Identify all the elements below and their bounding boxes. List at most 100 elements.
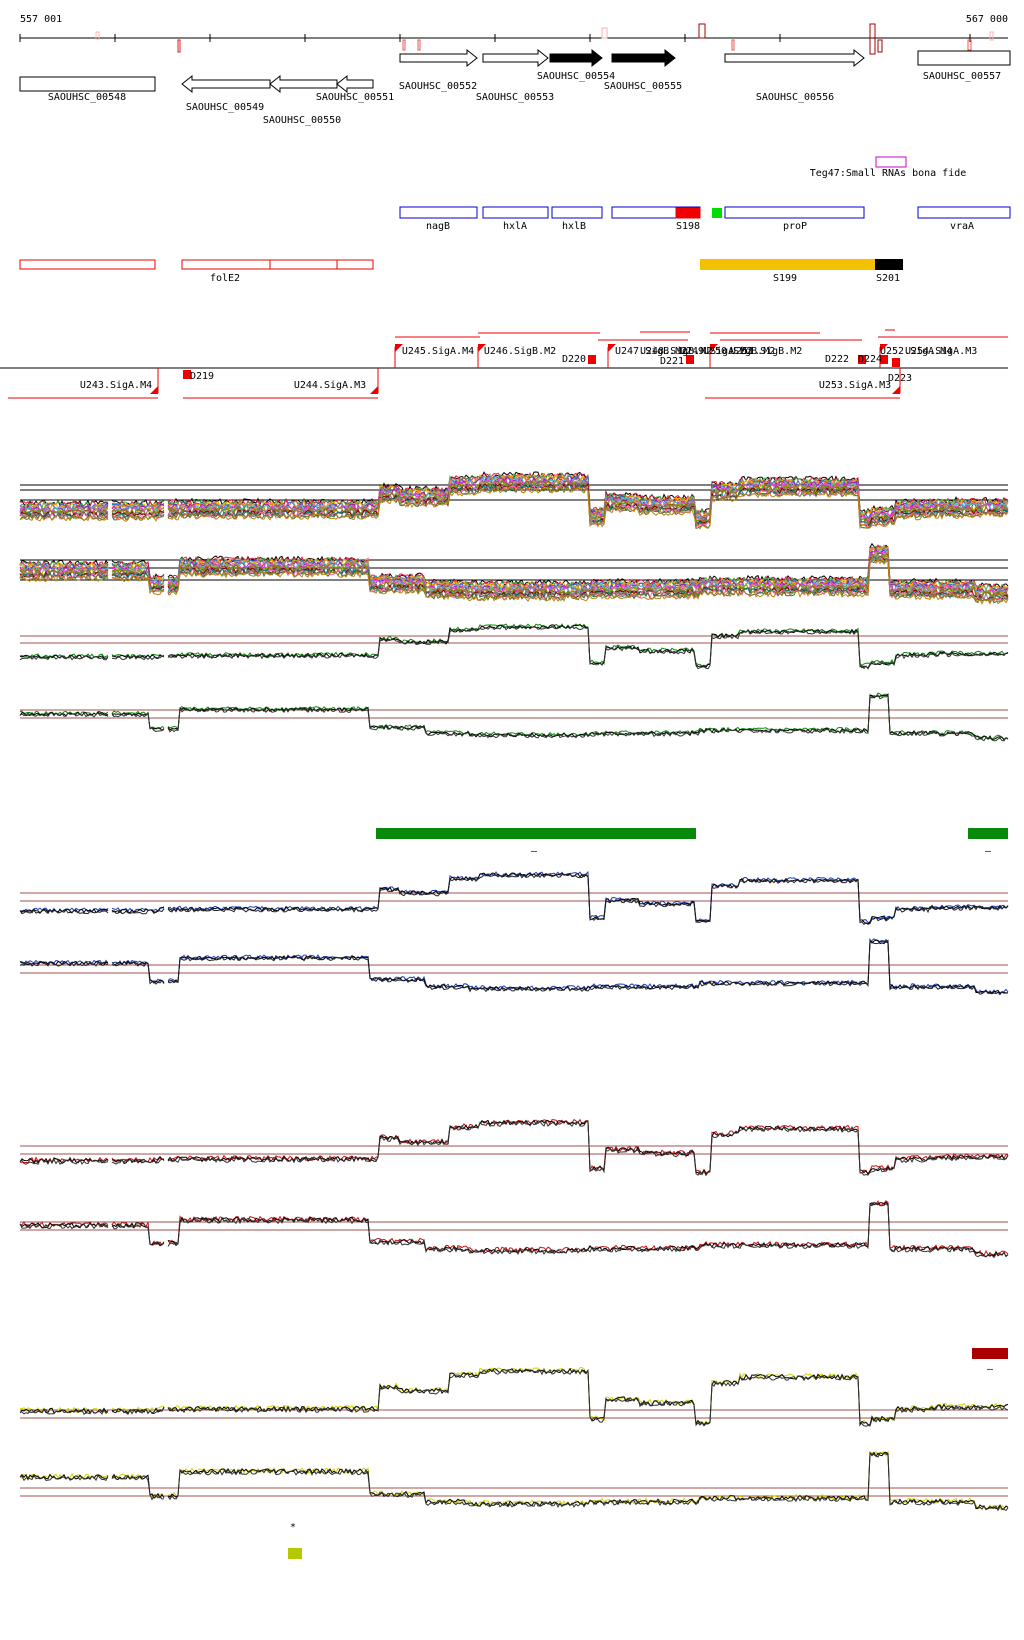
yellow-track-2-profile-line <box>19 1451 1009 1511</box>
olive-marker-star: * <box>290 1522 296 1533</box>
operon-box[interactable] <box>399 206 478 219</box>
axis-start-label: 557 001 <box>20 14 62 25</box>
tss-label-u246-sigb-m2: U246.SigB.M2 <box>484 346 556 357</box>
axis-feature-marker <box>967 39 972 51</box>
tss-label-d221: D221 <box>660 356 684 367</box>
gene-label-saouhsc_00556: SAOUHSC_00556 <box>756 92 834 103</box>
tss-label-u253-siga-m3: U253.SigA.M3 <box>819 380 891 391</box>
gene-label-saouhsc_00554: SAOUHSC_00554 <box>537 71 615 82</box>
yellow-track-2-profile-line <box>19 1449 1008 1510</box>
green-region-bar-right[interactable] <box>968 828 1008 839</box>
tss-label-u251-sigb-m2: U251.SigB.M2 <box>730 346 802 357</box>
multi-track-2-profile-line <box>19 557 1009 605</box>
operon-label-nagb: nagB <box>426 221 450 232</box>
feature-s201-bar[interactable] <box>875 259 903 270</box>
axis-feature-marker <box>417 39 421 51</box>
gene-arrow-saouhsc_00551[interactable] <box>336 74 374 94</box>
gene-arrow-saouhsc_00552[interactable] <box>399 48 478 68</box>
operon-box[interactable] <box>724 206 865 219</box>
green-bar-dash: – <box>531 846 538 857</box>
tss-flag-reverse <box>370 386 378 394</box>
operon-green-marker <box>712 208 722 218</box>
tss-flag-forward <box>710 344 718 352</box>
tss-flag-forward <box>880 344 888 352</box>
gene-arrow-saouhsc_00555[interactable] <box>611 48 676 68</box>
tss-label-d220: D220 <box>562 354 586 365</box>
gene-arrow-saouhsc_00557[interactable] <box>917 50 1011 66</box>
operon-box[interactable] <box>482 206 549 219</box>
red-feature-box[interactable] <box>19 259 156 270</box>
gene-arrow-saouhsc_00553[interactable] <box>482 48 549 68</box>
yellow-track-1-profile-line <box>19 1368 1009 1427</box>
tss-d-marker[interactable] <box>880 355 888 364</box>
yellow-track-2-profile-line <box>19 1452 1009 1512</box>
operon-label-s198: S198 <box>676 221 700 232</box>
tss-label-d223: D223 <box>888 373 912 384</box>
olive-marker-square[interactable] <box>288 1548 302 1559</box>
operon-box[interactable] <box>917 206 1011 219</box>
gene-label-saouhsc_00550: SAOUHSC_00550 <box>263 115 341 126</box>
red-feature-box[interactable] <box>336 259 374 270</box>
gene-arrow-saouhsc_00550[interactable] <box>269 74 338 94</box>
tss-flag-reverse <box>892 386 900 394</box>
blue-track-2-profile-line <box>19 939 1009 996</box>
axis-feature-marker <box>601 27 608 39</box>
gene-label-saouhsc_00548: SAOUHSC_00548 <box>48 92 126 103</box>
feature-s199-bar[interactable] <box>700 259 875 270</box>
red-feature-box[interactable] <box>181 259 271 270</box>
red-track-1-profile-line <box>19 1120 1009 1177</box>
tss-label-u247-sigb-m2: U247.SigB.M2 <box>615 346 687 357</box>
gene-label-saouhsc_00552: SAOUHSC_00552 <box>399 81 477 92</box>
tss-d-marker[interactable] <box>892 358 900 367</box>
tss-d-marker[interactable] <box>858 355 866 364</box>
red-feature-box[interactable] <box>269 259 338 270</box>
gene-arrow-saouhsc_00548[interactable] <box>19 76 156 92</box>
tss-d-marker[interactable] <box>588 355 596 364</box>
tss-flag-forward <box>608 344 616 352</box>
gene-arrow-saouhsc_00549[interactable] <box>181 74 271 94</box>
tss-label-u252-siga-m4: U252.SigA.M4 <box>880 346 952 357</box>
tss-label-u245-siga-m4: U245.SigA.M4 <box>402 346 474 357</box>
operon-label-prop: proP <box>783 221 807 232</box>
red-row-label: S199 <box>773 273 797 284</box>
gene-label-saouhsc_00555: SAOUHSC_00555 <box>604 81 682 92</box>
tss-label-u249-siga-m2: U249.SigA.M2 <box>680 346 752 357</box>
green-track-2-profile-line <box>19 692 1009 740</box>
gene-arrow-saouhsc_00554[interactable] <box>549 48 603 68</box>
gene-label-saouhsc_00551: SAOUHSC_00551 <box>316 92 394 103</box>
darkred-region-bar[interactable] <box>972 1348 1008 1359</box>
blue-track-1-profile-line <box>19 873 1009 925</box>
red-row-label: folE2 <box>210 273 240 284</box>
operon-label-hxla: hxlA <box>503 221 527 232</box>
green-bar-right-dash: – <box>985 846 992 857</box>
small-rna-box[interactable] <box>875 156 907 168</box>
small-rna-label: Teg47:Small RNAs bona fide <box>810 168 967 179</box>
axis-end-label: 567 000 <box>966 14 1008 25</box>
operon-box[interactable] <box>551 206 603 219</box>
red-track-2-profile-line <box>19 1201 1009 1259</box>
darkred-bar-dash: – <box>987 1364 994 1375</box>
green-region-bar[interactable] <box>376 828 696 839</box>
gene-arrow-saouhsc_00556[interactable] <box>724 48 865 68</box>
axis-feature-marker <box>731 39 735 51</box>
axis-feature-marker <box>177 39 181 53</box>
green-track-1-profile-line <box>19 625 1009 670</box>
tss-flag-forward <box>395 344 403 352</box>
operon-s198-fill <box>675 207 701 219</box>
tss-label-u248-sigb-m2: U248.SigB.M2 <box>640 346 712 357</box>
tss-label-d222: D222 <box>825 354 849 365</box>
tss-label-d219: D219 <box>190 371 214 382</box>
gene-label-saouhsc_00553: SAOUHSC_00553 <box>476 92 554 103</box>
axis-feature-marker <box>402 39 406 51</box>
tss-label-d224: D224 <box>858 354 882 365</box>
green-track-2-profile-line <box>19 694 1009 742</box>
axis-feature-marker <box>877 39 883 53</box>
red-track-2-profile-line <box>19 1201 1009 1258</box>
tss-d-marker[interactable] <box>183 370 191 379</box>
gene-label-saouhsc_00557: SAOUHSC_00557 <box>923 71 1001 82</box>
tss-label-u250-sigb-m2: U250.SigB.M2 <box>703 346 775 357</box>
tss-flag-forward <box>478 344 486 352</box>
tss-d-marker[interactable] <box>686 355 694 364</box>
